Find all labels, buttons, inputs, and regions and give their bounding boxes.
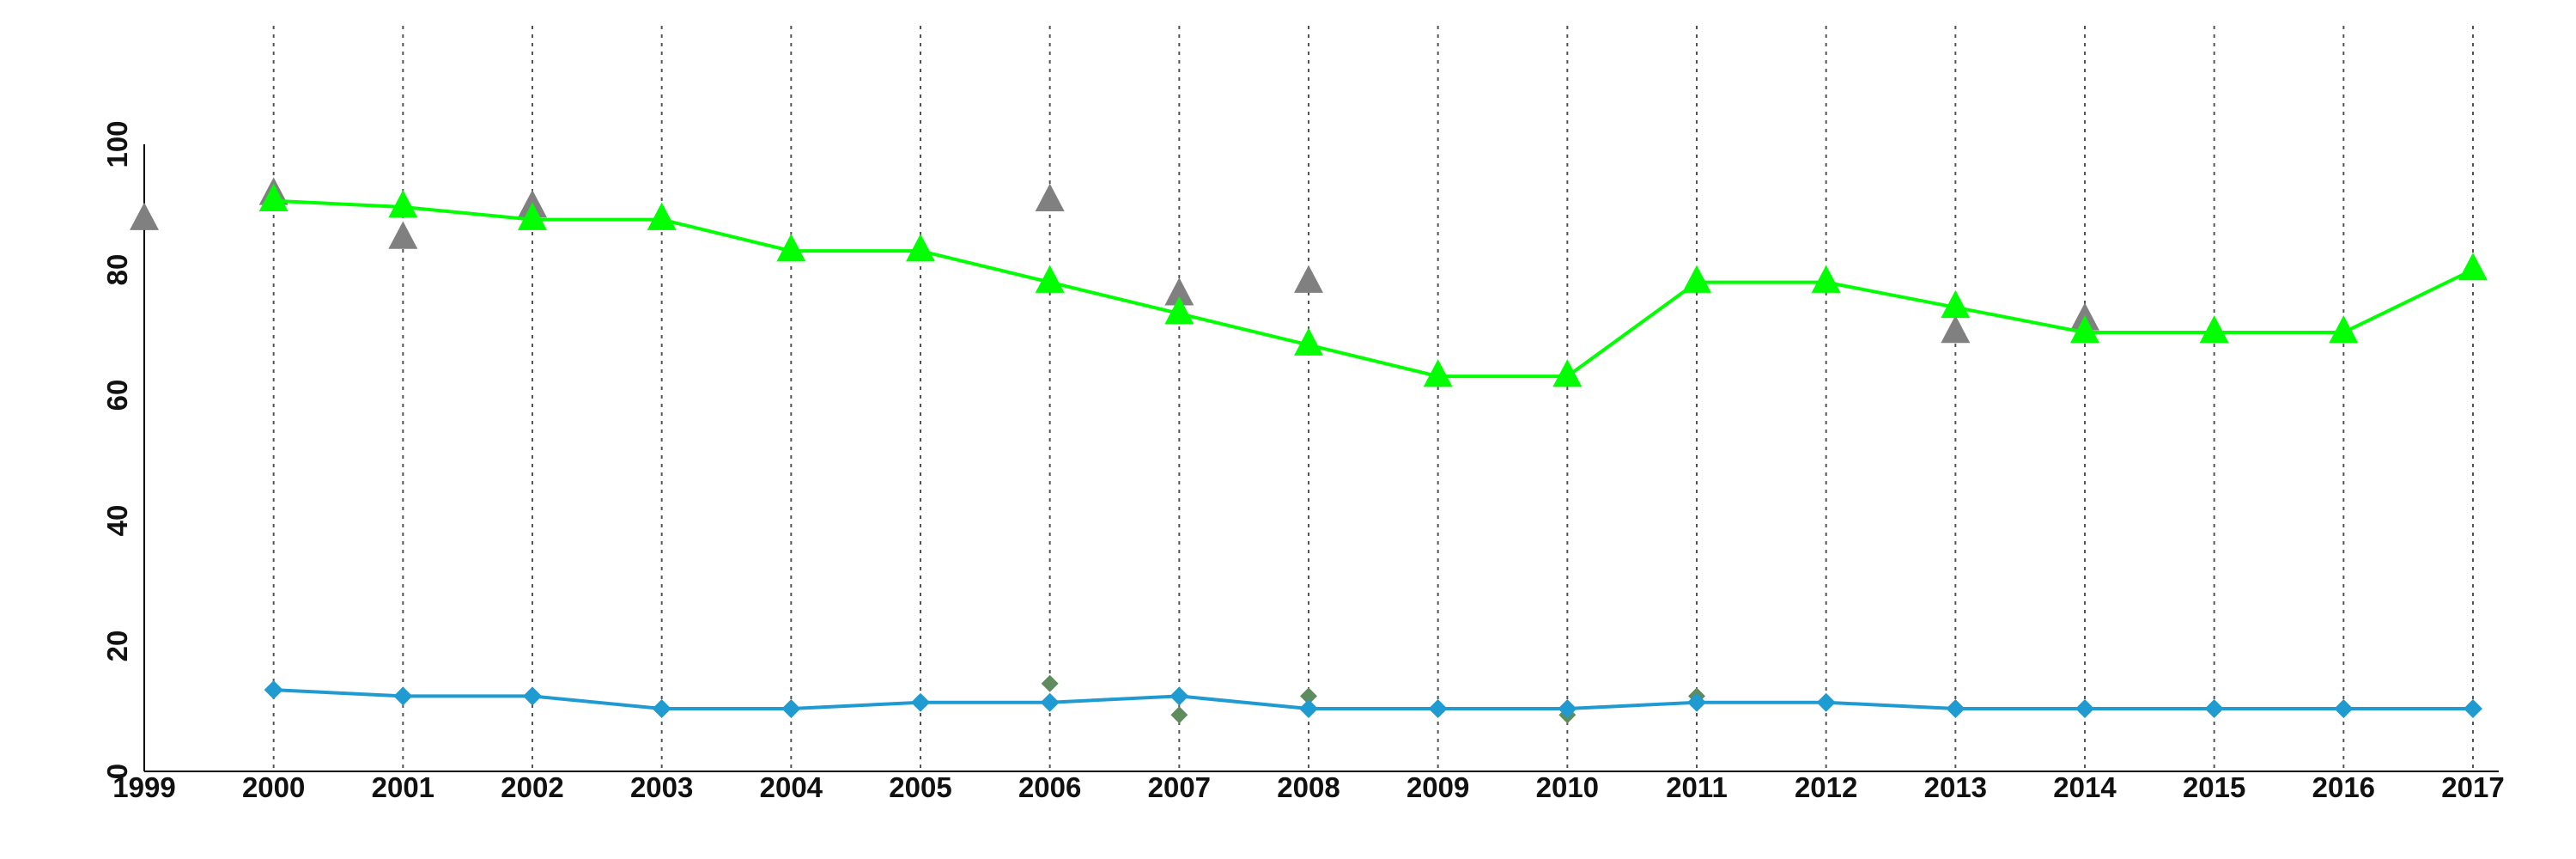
line-point-triangle — [518, 202, 547, 230]
y-tick-label: 60 — [101, 380, 133, 411]
y-tick-label: 0 — [101, 764, 133, 779]
line-point-diamond — [1687, 692, 1706, 712]
line-point-triangle — [647, 202, 677, 230]
x-tick-label: 2012 — [1795, 771, 1857, 803]
line-point-diamond — [1816, 692, 1836, 712]
x-tick-label: 2011 — [1666, 771, 1728, 803]
x-tick-label: 2014 — [2053, 771, 2117, 803]
scatter-point-diamond — [1041, 674, 1059, 692]
line-point-triangle — [258, 183, 289, 211]
line-point-triangle — [906, 234, 935, 262]
line-point-diamond — [1946, 699, 1965, 718]
line-point-diamond — [1299, 699, 1318, 718]
line-point-diamond — [393, 686, 413, 706]
x-tick-label: 1999 — [112, 771, 175, 803]
y-tick-label: 100 — [101, 120, 133, 168]
line-point-triangle — [388, 189, 418, 218]
line-point-diamond — [2204, 699, 2224, 718]
line-point-diamond — [1558, 699, 1577, 718]
line-point-triangle — [1423, 359, 1453, 387]
line-point-diamond — [781, 699, 801, 718]
line-point-triangle — [2199, 314, 2229, 344]
line-point-diamond — [264, 680, 283, 700]
line-point-triangle — [1294, 327, 1323, 356]
line-point-diamond — [2464, 699, 2482, 718]
x-tick-label: 2015 — [2183, 771, 2245, 803]
line-point-triangle — [1164, 296, 1194, 325]
series-line — [273, 198, 2474, 379]
line-point-triangle — [1682, 265, 1711, 293]
x-tick-label: 2017 — [2441, 771, 2504, 803]
x-tick-label: 2010 — [1536, 771, 1599, 803]
x-tick-label: 2009 — [1406, 771, 1469, 803]
line-point-diamond — [652, 699, 671, 718]
line-point-triangle — [1811, 265, 1841, 293]
line-point-triangle — [2070, 314, 2099, 344]
line-point-triangle — [2329, 314, 2359, 344]
scatter-point-triangle — [1941, 314, 1971, 344]
line-point-diamond — [2334, 699, 2354, 718]
x-tick-label: 2006 — [1018, 771, 1081, 803]
x-tick-label: 2013 — [1924, 771, 1987, 803]
line-point-diamond — [1040, 692, 1060, 712]
scatter-point-triangle — [1164, 277, 1194, 306]
x-tick-label: 2002 — [501, 771, 563, 803]
x-tick-label: 2007 — [1148, 771, 1211, 803]
tick-labels: 1999 2000 2001 2002 2003 2004 2005 2006 2007 2008… — [101, 120, 2505, 803]
scatter-point-diamond — [1300, 687, 1317, 705]
scatter-point-triangle — [1294, 265, 1323, 293]
x-tick-label: 2004 — [760, 771, 823, 803]
scatter-point-triangle — [388, 221, 418, 249]
line-point-triangle — [2458, 252, 2488, 281]
y-tick-label: 20 — [101, 631, 133, 662]
x-tick-label: 2016 — [2312, 771, 2375, 803]
x-tick-label: 2008 — [1277, 771, 1340, 803]
series-line — [273, 688, 2473, 710]
x-tick-label: 2005 — [889, 771, 951, 803]
y-tick-label: 40 — [101, 505, 133, 537]
x-tick-label: 2000 — [242, 771, 305, 803]
line-point-triangle — [1941, 289, 1971, 319]
line-point-diamond — [911, 692, 930, 712]
line-point-triangle — [1035, 265, 1065, 293]
y-tick-label: 80 — [101, 254, 133, 286]
x-tick-label: 2001 — [372, 771, 434, 803]
line-point-diamond — [523, 686, 542, 706]
line-point-triangle — [1552, 359, 1583, 387]
data-series — [130, 177, 2488, 724]
axes — [143, 144, 2499, 772]
scatter-point-diamond — [1170, 706, 1188, 724]
scatter-point-triangle — [130, 202, 159, 230]
line-point-diamond — [1428, 699, 1448, 718]
x-tick-label: 2003 — [630, 771, 693, 803]
line-point-diamond — [1170, 686, 1189, 706]
scatter-point-triangle — [1035, 183, 1065, 211]
line-point-triangle — [776, 234, 806, 262]
line-point-diamond — [2075, 699, 2094, 718]
grid-lines — [272, 26, 2474, 771]
